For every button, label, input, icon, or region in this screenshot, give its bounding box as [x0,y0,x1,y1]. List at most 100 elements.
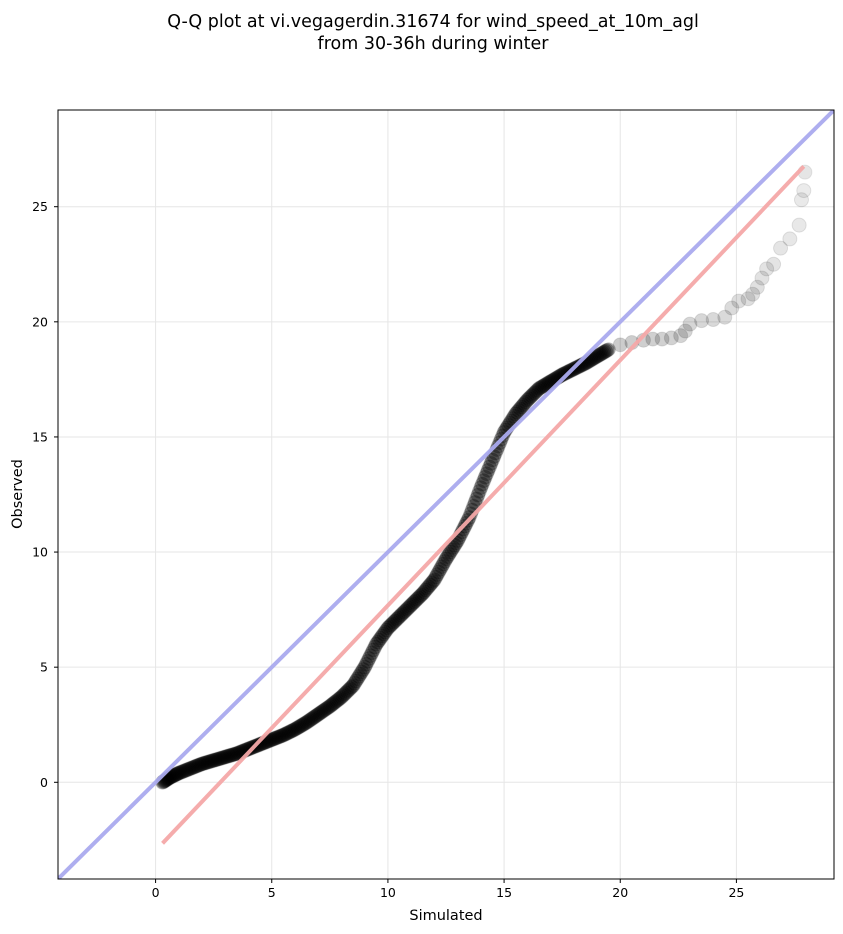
data-point [210,751,226,767]
chart-title-line-2: from 30-36h during winter [318,34,550,54]
data-point [201,754,217,770]
data-point [403,597,419,613]
data-point [166,767,182,783]
data-point [455,521,471,537]
data-point [524,388,540,404]
data-point [307,708,323,724]
data-point [387,613,403,629]
data-point [296,716,312,732]
data-point [535,378,551,394]
data-point [270,729,286,745]
data-point [275,727,291,743]
tail-point [759,261,775,277]
data-point [596,344,612,360]
data-point [364,645,380,661]
data-point [304,710,320,726]
data-point [329,693,345,709]
data-point [287,721,303,737]
data-point [344,679,360,695]
data-point [283,724,299,740]
data-point [473,480,489,496]
data-point [471,483,487,499]
data-point [589,348,605,364]
data-point [415,586,431,602]
tail-point [654,331,670,347]
data-point [209,752,225,768]
data-point [592,347,608,363]
y-tick-label: 20 [32,314,48,329]
data-point [435,556,451,572]
data-point [290,720,306,736]
data-point [217,749,233,765]
tail-point [694,313,710,329]
data-point [284,723,300,739]
data-point [319,700,335,716]
data-point [267,731,283,747]
data-point [531,381,547,397]
data-point [326,695,342,711]
data-point [328,694,344,710]
data-point [220,748,236,764]
data-point [225,747,241,763]
tail-point [766,256,782,272]
data-point [194,756,210,772]
data-point [204,753,220,769]
data-point [312,705,328,721]
data-point [185,759,201,775]
y-tick-label: 5 [40,660,48,675]
data-point [349,671,365,687]
data-point [598,343,614,359]
data-point [347,675,363,691]
data-point [325,696,341,712]
tail-point [645,331,661,347]
data-point [291,719,307,735]
x-tick-label: 10 [380,885,396,900]
y-axis-label: Observed [10,459,26,529]
data-point [332,690,348,706]
data-point [428,569,444,585]
data-point [170,766,186,782]
data-point [397,603,413,619]
data-point [342,680,358,696]
data-point [444,542,460,558]
data-point [331,691,347,707]
data-point [265,731,281,747]
data-point [167,767,183,783]
data-point [211,751,227,767]
data-point [264,732,280,748]
data-point [230,745,246,761]
data-point [601,342,616,357]
fit-line [161,165,806,845]
data-point [467,495,483,511]
chart-title-line-1: Q-Q plot at vi.vegagerdin.31674 for wind… [167,12,699,32]
data-point [354,664,370,680]
data-point [511,402,527,418]
data-point [313,704,329,720]
data-point [174,764,190,780]
data-point [484,452,500,468]
data-point [213,750,229,766]
data-point [599,342,615,358]
tail-point [705,312,721,328]
tail-point [796,183,812,199]
data-point [429,567,445,583]
data-point [206,752,222,768]
tail-point [731,293,747,309]
data-point [431,564,447,580]
data-point [338,685,354,701]
data-point [380,620,396,636]
data-point [518,394,534,410]
y-tick-label: 10 [32,545,48,560]
data-point [252,736,268,752]
data-point [480,462,496,478]
y-tick-label: 25 [32,199,48,214]
data-point [288,720,304,736]
data-point [352,666,368,682]
data-point [207,752,223,768]
x-tick-label: 0 [152,885,160,900]
data-point [386,614,402,630]
data-point [556,366,572,382]
data-point [527,385,543,401]
data-point [394,606,410,622]
data-point [413,587,429,603]
